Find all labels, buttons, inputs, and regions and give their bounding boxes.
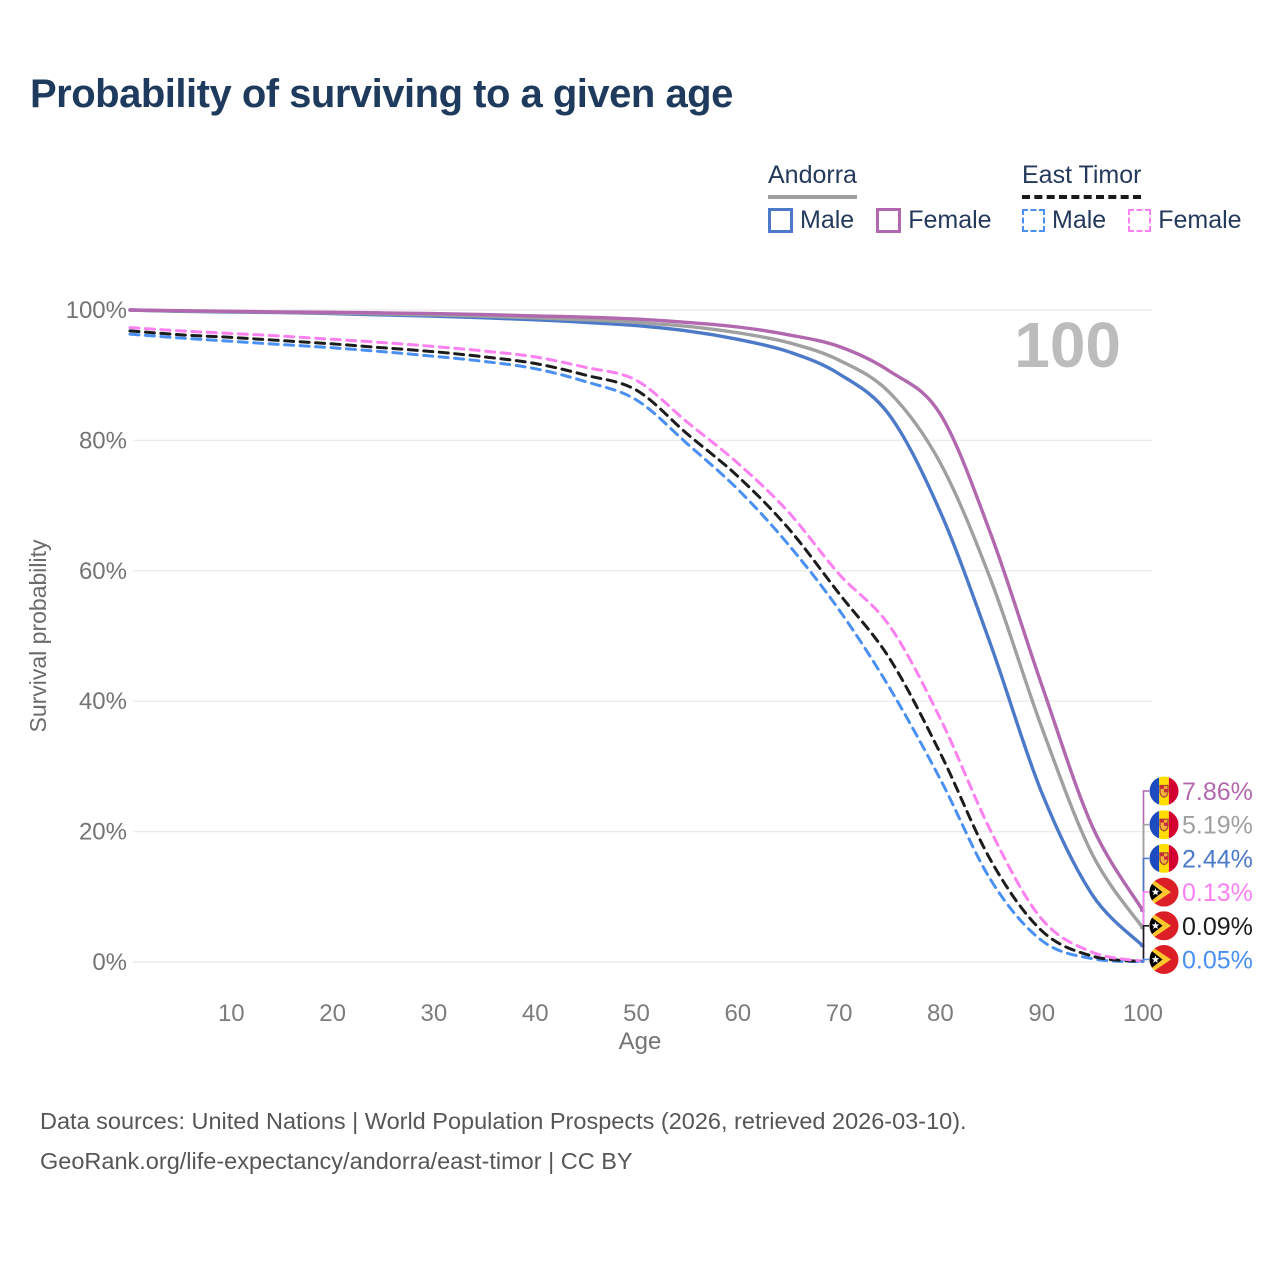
east-timor-flag-icon	[1149, 945, 1179, 974]
legend-label: Female	[908, 206, 992, 234]
page-title: Probability of surviving to a given age	[30, 72, 733, 116]
data-sources-text: Data sources: United Nations | World Pop…	[40, 1108, 967, 1134]
x-tick-label: 90	[1028, 1000, 1055, 1027]
y-tick-label: 60%	[79, 558, 127, 585]
x-tick-label: 80	[927, 1000, 954, 1027]
y-tick-label: 40%	[79, 688, 127, 715]
x-tick-label: 100	[1123, 1000, 1163, 1027]
end-label-value-andorra-female: 7.86%	[1182, 778, 1253, 806]
attribution-text: GeoRank.org/life-expectancy/andorra/east…	[40, 1148, 633, 1174]
y-tick-label: 100%	[66, 297, 127, 324]
legend-label: Male	[1052, 206, 1107, 234]
series-line-andorra-female[interactable]	[128, 308, 1145, 913]
legend-country-east-timor[interactable]: East Timor	[1022, 161, 1142, 199]
end-label-value-east-timor-female: 0.13%	[1182, 879, 1253, 907]
series-line-east-timor-female[interactable]	[128, 326, 1145, 963]
legend-item-east-timor-male[interactable]: Male	[1022, 206, 1106, 235]
x-tick-label: 70	[826, 1000, 853, 1027]
series-line-andorra-male[interactable]	[128, 308, 1145, 948]
andorra-flag-icon	[1149, 776, 1179, 806]
series-line-east-timor-all[interactable]	[128, 329, 1145, 963]
legend-label: Female	[1158, 206, 1242, 234]
andorra-male-swatch-icon	[768, 208, 793, 233]
y-tick-label: 20%	[79, 819, 127, 846]
legend-item-east-timor-female[interactable]: Female	[1128, 206, 1242, 235]
end-label-value-east-timor-all: 0.09%	[1182, 913, 1253, 941]
x-axis-title: Age	[619, 1028, 662, 1055]
andorra-flag-icon	[1149, 810, 1179, 840]
east-timor-female-swatch-icon	[1128, 209, 1152, 232]
legend-label: Male	[800, 206, 855, 234]
y-axis-title: Survival probability	[25, 539, 51, 733]
legend-group-andorra: Andorra Male Female	[768, 161, 992, 235]
x-tick-label: 10	[218, 1000, 245, 1027]
x-tick-label: 30	[421, 1000, 448, 1027]
y-tick-label: 80%	[79, 427, 127, 454]
end-label-connector-east-timor-male	[1140, 958, 1149, 963]
x-tick-label: 40	[522, 1000, 549, 1027]
legend-group-east-timor: East Timor Male Female	[1022, 161, 1242, 235]
series-line-east-timor-male[interactable]	[128, 332, 1145, 964]
y-tick-label: 0%	[92, 949, 127, 976]
legend-item-andorra-female[interactable]: Female	[876, 206, 992, 235]
east-timor-male-swatch-icon	[1022, 209, 1045, 232]
legend-country-andorra[interactable]: Andorra	[768, 161, 857, 199]
end-label-value-andorra-male: 2.44%	[1182, 845, 1253, 873]
x-tick-label: 60	[724, 1000, 751, 1027]
end-label-value-east-timor-male: 0.05%	[1182, 947, 1253, 975]
series-line-andorra-all[interactable]	[128, 308, 1145, 930]
east-timor-flag-icon	[1149, 911, 1179, 941]
andorra-female-swatch-icon	[876, 208, 902, 233]
chart-footer: Data sources: United Nations | World Pop…	[40, 1101, 967, 1181]
end-label-connector-andorra-all	[1140, 823, 1149, 929]
end-label-value-andorra-all: 5.19%	[1182, 812, 1253, 840]
x-tick-label: 20	[319, 1000, 346, 1027]
x-tick-label: 50	[623, 1000, 650, 1027]
age-watermark: 100	[1014, 309, 1121, 381]
east-timor-flag-icon	[1149, 877, 1179, 907]
legend-item-andorra-male[interactable]: Male	[768, 206, 854, 235]
andorra-flag-icon	[1149, 843, 1179, 873]
end-label-connector-andorra-male	[1140, 857, 1149, 947]
